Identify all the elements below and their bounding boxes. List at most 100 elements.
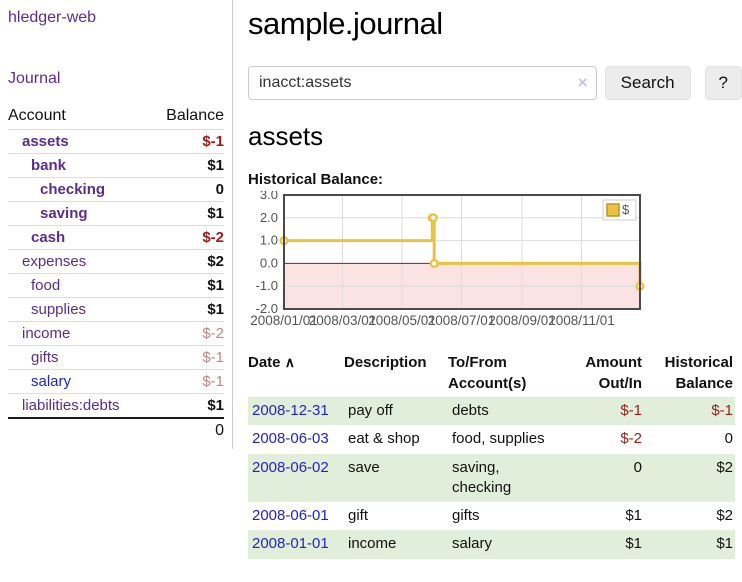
transaction-accounts: debts [452, 402, 489, 419]
transaction-description: income [348, 535, 397, 553]
transaction-date-link[interactable]: 2008-06-03 [252, 430, 329, 448]
account-link-bank[interactable]: bank [31, 157, 67, 174]
transaction-amount: 0 [633, 458, 642, 476]
account-link-salary[interactable]: salary [31, 373, 72, 390]
account-link-assets[interactable]: assets [22, 133, 69, 150]
account-link-gifts[interactable]: gifts [31, 349, 59, 366]
transaction-accounts: gifts [452, 507, 480, 524]
account-balance: $-2 [150, 225, 224, 250]
account-balance: $-2 [150, 321, 224, 346]
account-row: checking 0 [8, 177, 224, 202]
total-row: 0 [8, 417, 224, 443]
register-table: Date ∧ Description To/From Account(s) Am… [248, 349, 735, 559]
transaction-amount: $1 [625, 535, 642, 553]
transaction-description: eat & shop [348, 430, 420, 448]
account-link-liabilities-debts[interactable]: liabilities:debts [22, 397, 120, 414]
chart-title: Historical Balance: [248, 171, 384, 188]
register-row: 2008-06-01 gift gifts $1 $2 [248, 502, 735, 530]
search-input[interactable] [248, 66, 597, 100]
svg-text:2008/05/01: 2008/05/01 [368, 313, 436, 328]
transaction-accounts: saving, checking [452, 458, 512, 496]
account-row: cash $-2 [8, 225, 224, 250]
account-link-income[interactable]: income [22, 325, 71, 342]
transaction-balance: $2 [716, 507, 733, 524]
account-balance: $-1 [150, 129, 224, 154]
sidebar-item-journal[interactable]: Journal [8, 70, 61, 87]
register-row: 2008-06-03 eat & shop food, supplies $-2 0 [248, 425, 735, 453]
account-row: supplies $1 [8, 297, 224, 322]
date-column-header[interactable]: Date ∧ [248, 349, 344, 397]
account-balance: $1 [150, 273, 224, 298]
help-button[interactable]: ? [704, 66, 742, 100]
transaction-description: gift [348, 507, 369, 524]
svg-text:2008/11/01: 2008/11/01 [548, 313, 615, 328]
search-row: × Search ? [248, 66, 742, 100]
svg-text:1.0: 1.0 [260, 233, 278, 248]
account-row: salary $-1 [8, 369, 224, 394]
clear-search-icon[interactable]: × [577, 73, 588, 92]
svg-text:0.0: 0.0 [260, 255, 278, 270]
svg-text:2008/01/01: 2008/01/01 [250, 313, 318, 328]
account-link-checking[interactable]: checking [40, 181, 106, 198]
description-column-header: Description [344, 354, 427, 371]
chart-svg: $3.0 2.0 1.0 0.0 -1.0 -2.02008/01/012008/03/0… [250, 187, 645, 328]
account-row: food $1 [8, 273, 224, 298]
account-balance: $-1 [150, 369, 224, 394]
svg-text:2008/07/01: 2008/07/01 [428, 313, 496, 328]
balance-column-header-register: Historical Balance [664, 354, 733, 392]
sidebar: hledger-web Journal Account Balance asse… [0, 0, 233, 449]
balance-column-header: Balance [166, 107, 224, 124]
register-row: 2008-06-02 save saving, checking 0 $2 [248, 453, 735, 502]
account-balance: $1 [150, 153, 224, 178]
historical-balance-chart: $3.0 2.0 1.0 0.0 -1.0 -2.0 2008/01/01 2008/03/0… [248, 187, 742, 337]
transaction-balance: $1 [716, 535, 733, 553]
svg-text:-2.0: -2.0 [256, 301, 278, 316]
account-column-header: Account [8, 107, 66, 124]
transaction-description: pay off [348, 402, 393, 419]
transaction-accounts: salary [452, 535, 493, 553]
total-spacer [8, 417, 151, 443]
account-row: gifts $-1 [8, 345, 224, 370]
svg-text:2008/09/01: 2008/09/01 [488, 313, 556, 328]
search-button[interactable]: Search [604, 66, 691, 100]
total-balance: 0 [150, 417, 224, 443]
transaction-amount: $1 [625, 507, 642, 524]
accounts-column-header: To/From Account(s) [448, 354, 527, 392]
account-balance: $-1 [150, 345, 224, 370]
account-tree-table: Account Balance assets $-1 bank $1 checking 0… [8, 105, 224, 443]
transaction-description: save [348, 458, 380, 476]
sort-ascending-icon: ∧ [284, 354, 295, 370]
transaction-amount: $-1 [620, 402, 642, 419]
transaction-date-link[interactable]: 2008-06-02 [252, 458, 329, 476]
register-row: 2008-12-31 pay off debts $-1 $-1 [248, 397, 735, 426]
account-link-cash[interactable]: cash [31, 229, 66, 246]
register-header-row: Date ∧ Description To/From Account(s) Am… [248, 349, 735, 397]
account-heading: assets [248, 121, 324, 151]
transaction-date-link[interactable]: 2008-06-01 [252, 507, 329, 524]
account-row: income $-2 [8, 321, 224, 346]
transaction-balance: $2 [716, 458, 733, 476]
account-balance: $1 [150, 297, 224, 322]
brand-link[interactable]: hledger-web [8, 9, 97, 26]
transaction-date-link[interactable]: 2008-12-31 [252, 402, 329, 419]
account-balance: $1 [150, 201, 224, 226]
search-box: × [248, 66, 597, 100]
date-header-label: Date [248, 354, 281, 371]
account-tree-header-row: Account Balance [8, 105, 224, 130]
account-link-expenses[interactable]: expenses [22, 253, 87, 270]
account-balance: $2 [150, 249, 224, 274]
account-row: saving $1 [8, 201, 224, 226]
transaction-date-link[interactable]: 2008-01-01 [252, 535, 329, 553]
account-row: assets $-1 [8, 129, 224, 154]
svg-text:2.0: 2.0 [260, 210, 278, 225]
main-content: sample.journal × Search ? assets Histori… [248, 0, 742, 559]
account-link-food[interactable]: food [31, 277, 61, 294]
transaction-accounts: food, supplies [452, 430, 545, 448]
account-link-supplies[interactable]: supplies [31, 301, 87, 318]
account-link-saving[interactable]: saving [40, 205, 88, 222]
transaction-balance: 0 [724, 430, 733, 448]
page-title: sample.journal [248, 6, 443, 41]
transaction-amount: $-2 [620, 430, 642, 448]
account-row: liabilities:debts $1 [8, 393, 224, 418]
svg-text:3.0: 3.0 [260, 191, 278, 202]
